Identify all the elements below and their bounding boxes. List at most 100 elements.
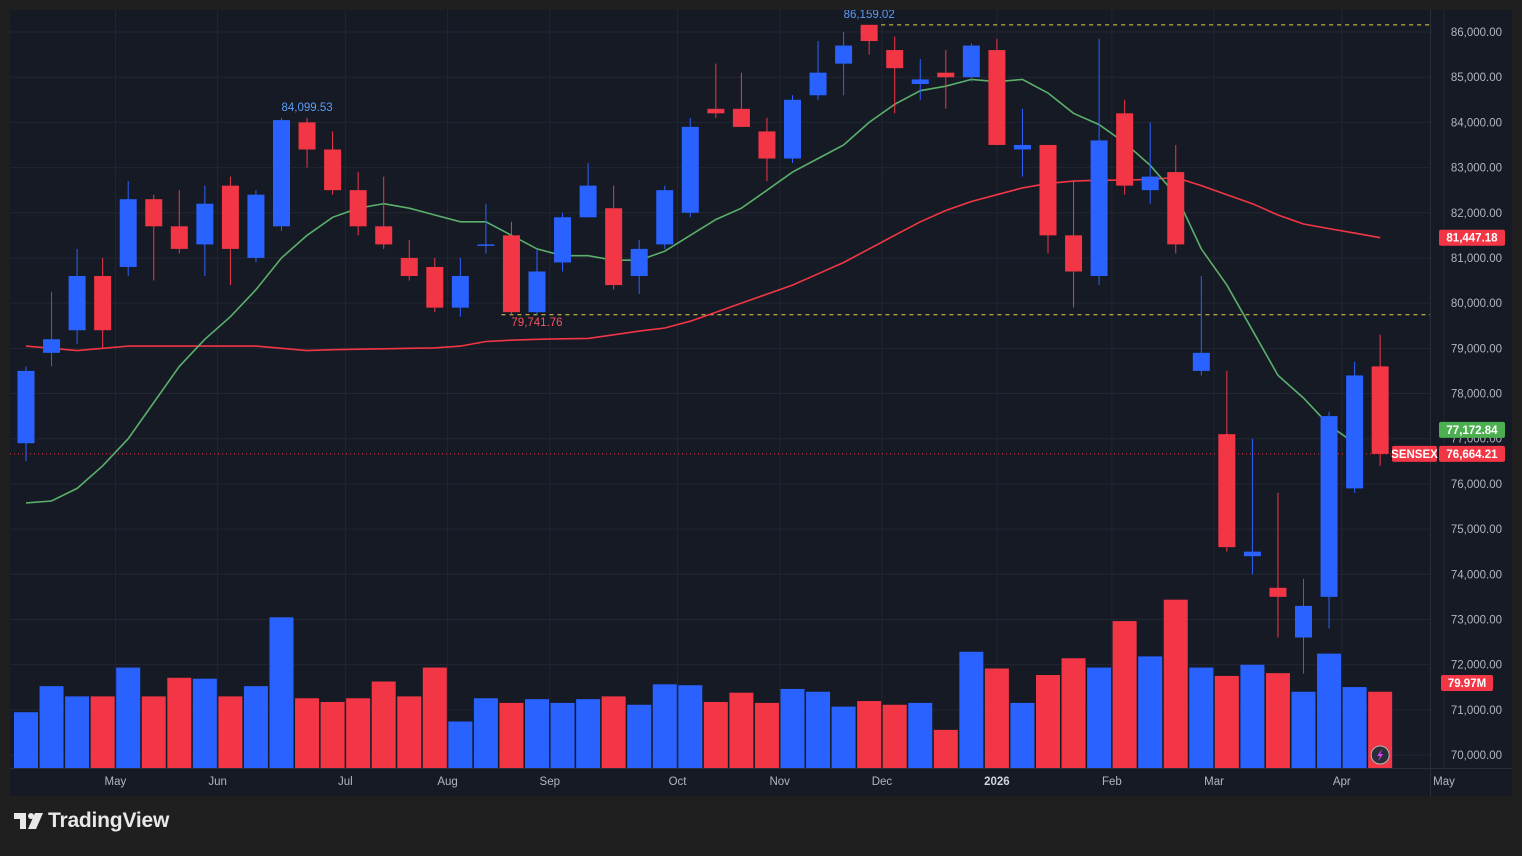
candle-body[interactable] [860, 24, 878, 42]
candle-body[interactable] [273, 120, 290, 227]
candle-body[interactable] [170, 226, 188, 249]
candle-body[interactable] [1295, 605, 1312, 638]
candle[interactable] [145, 194, 163, 281]
candle[interactable] [349, 172, 367, 236]
candle-body[interactable] [145, 199, 163, 227]
candle-body[interactable] [886, 50, 904, 69]
candle[interactable] [605, 185, 623, 290]
candle[interactable] [707, 63, 725, 118]
candle[interactable] [221, 176, 239, 286]
candle[interactable] [1243, 438, 1261, 575]
candle-body[interactable] [298, 122, 316, 150]
candle-body[interactable] [324, 149, 342, 191]
candles[interactable] [17, 24, 1389, 674]
candle[interactable] [17, 366, 35, 462]
candle[interactable] [911, 59, 929, 100]
candle-body[interactable] [1269, 587, 1287, 597]
candlestick-chart[interactable]: 84,099.53 86,159.02 79,741.76 86,000.00 85,… [10, 10, 1512, 796]
candle-body[interactable] [68, 276, 86, 331]
candle[interactable] [1346, 361, 1364, 493]
candle[interactable] [324, 131, 342, 195]
candle[interactable] [119, 181, 137, 277]
candle[interactable] [502, 221, 520, 315]
candle[interactable] [681, 117, 699, 218]
candle[interactable] [1320, 411, 1338, 629]
candle[interactable] [1116, 99, 1134, 195]
candle[interactable] [1371, 334, 1389, 466]
candle-body[interactable] [988, 50, 1006, 145]
candle[interactable] [1141, 122, 1159, 204]
candle[interactable] [1090, 38, 1108, 286]
candle-body[interactable] [221, 185, 239, 249]
candle-body[interactable] [1116, 113, 1134, 186]
candle-body[interactable] [1065, 235, 1083, 272]
candle[interactable] [528, 248, 546, 315]
candle-body[interactable] [937, 72, 955, 78]
candle[interactable] [886, 36, 904, 114]
candle[interactable] [1295, 578, 1312, 674]
candle[interactable] [732, 72, 750, 127]
candle-body[interactable] [528, 271, 546, 313]
candle[interactable] [1218, 370, 1236, 552]
candle[interactable] [477, 203, 495, 254]
candle[interactable] [860, 24, 878, 55]
candle-body[interactable] [1090, 140, 1108, 277]
candle-body[interactable] [375, 226, 393, 245]
candle-body[interactable] [1167, 172, 1185, 245]
candle[interactable] [579, 163, 597, 218]
candle[interactable] [1013, 108, 1031, 177]
candle[interactable] [170, 190, 188, 254]
candle[interactable] [835, 32, 853, 96]
candle-body[interactable] [426, 266, 444, 308]
candle-body[interactable] [1141, 176, 1159, 191]
candle-body[interactable] [1371, 366, 1389, 454]
candle-body[interactable] [630, 248, 648, 277]
candle[interactable] [630, 239, 648, 295]
candle-body[interactable] [554, 217, 572, 263]
candle[interactable] [1269, 492, 1287, 638]
candle[interactable] [988, 38, 1006, 145]
candle-body[interactable] [707, 108, 725, 114]
candle-body[interactable] [477, 244, 495, 246]
candle[interactable] [809, 41, 827, 100]
candle[interactable] [1167, 144, 1185, 254]
candle-body[interactable] [119, 199, 137, 267]
candle-body[interactable] [400, 257, 418, 277]
candle-body[interactable] [196, 203, 214, 245]
price-axis[interactable]: 86,000.00 85,000.00 84,000.00 83,000.00 82,0… [1451, 27, 1502, 762]
candle-body[interactable] [451, 276, 469, 308]
candle[interactable] [196, 185, 214, 277]
candle-body[interactable] [1013, 144, 1031, 150]
candle-body[interactable] [1243, 551, 1261, 557]
candle-body[interactable] [1320, 416, 1338, 597]
candle-body[interactable] [247, 194, 265, 258]
candle-body[interactable] [94, 276, 112, 331]
candle[interactable] [1039, 144, 1057, 254]
candle[interactable] [451, 257, 469, 317]
candle-body[interactable] [758, 131, 776, 159]
candle-body[interactable] [732, 108, 750, 127]
candle[interactable] [962, 43, 980, 82]
candle-body[interactable] [1218, 434, 1236, 548]
candle-body[interactable] [911, 79, 929, 84]
tradingview-logo[interactable]: TradingView [12, 809, 169, 833]
candle[interactable] [273, 117, 290, 231]
candle[interactable] [554, 212, 572, 272]
chart-area[interactable]: 84,099.53 86,159.02 79,741.76 86,000.00 85,… [10, 10, 1512, 796]
candle[interactable] [1065, 181, 1083, 308]
candle-body[interactable] [43, 339, 61, 353]
candle[interactable] [426, 257, 444, 313]
candle[interactable] [1192, 276, 1210, 376]
candle[interactable] [247, 190, 265, 263]
candle-body[interactable] [962, 45, 980, 78]
candle[interactable] [656, 185, 674, 249]
candle-body[interactable] [17, 370, 35, 444]
candle-body[interactable] [835, 45, 853, 64]
candle-body[interactable] [809, 72, 827, 96]
candle-body[interactable] [605, 208, 623, 286]
candle-body[interactable] [656, 190, 674, 245]
candle[interactable] [937, 50, 955, 109]
candle-body[interactable] [1192, 352, 1210, 371]
candle-body[interactable] [502, 235, 520, 313]
candle-body[interactable] [681, 126, 699, 213]
